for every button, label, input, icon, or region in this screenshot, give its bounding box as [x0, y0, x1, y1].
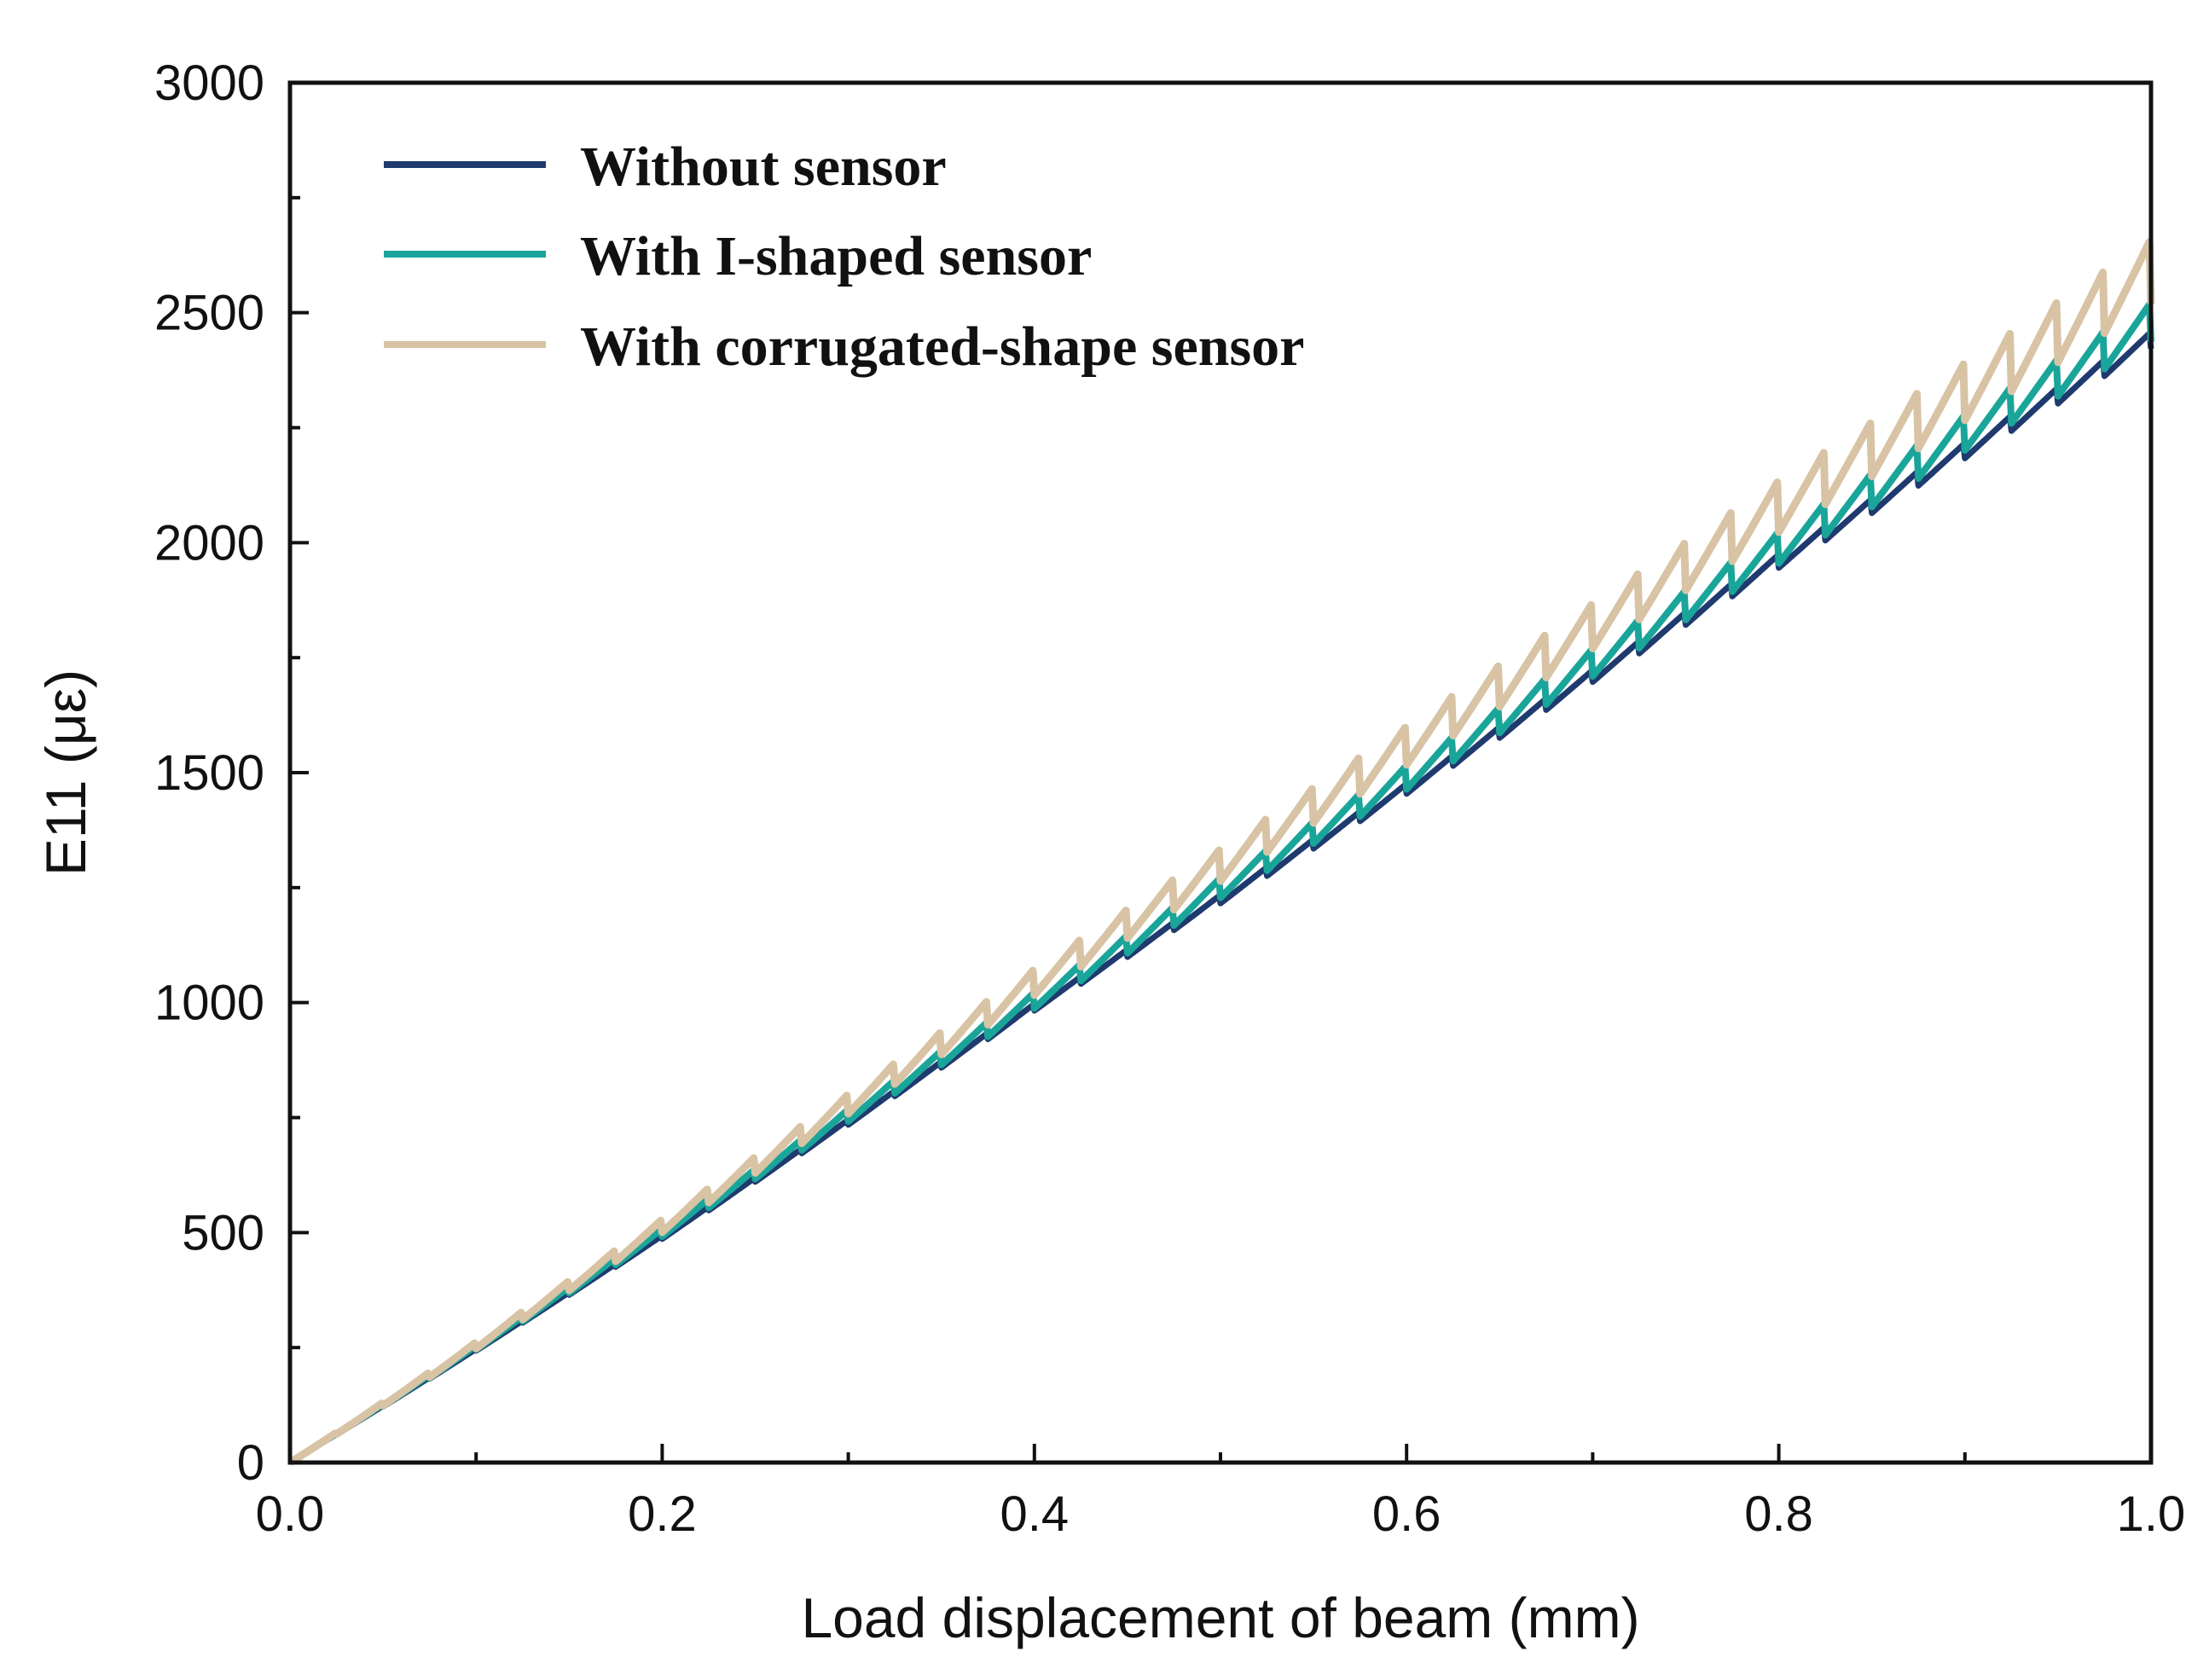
legend: Without sensor With I-shaped sensor With c… — [384, 136, 1304, 378]
legend-label-2: With I-shaped sensor — [580, 225, 1092, 287]
plot-background — [290, 83, 2151, 1463]
x-tick-label: 1.0 — [2117, 1486, 2186, 1542]
y-tick-label: 0 — [237, 1435, 264, 1491]
series-line-3 — [287, 237, 2155, 1466]
plot-area — [290, 83, 2151, 1463]
y-tick-label: 2500 — [154, 286, 264, 341]
y-axis-title: E11 (με) — [34, 669, 97, 876]
x-tick-label: 0.4 — [1000, 1486, 1069, 1542]
y-tick-label: 2000 — [154, 515, 264, 571]
series-layer — [287, 237, 2155, 1466]
x-tick-label: 0.6 — [1372, 1486, 1441, 1542]
series-line-2 — [287, 300, 2154, 1466]
x-axis-title: Load displacement of beam (mm) — [801, 1586, 1639, 1649]
legend-label-3: With corrugated-shape sensor — [580, 316, 1304, 378]
x-tick-label: 0.8 — [1744, 1486, 1813, 1542]
y-tick-label: 1000 — [154, 976, 264, 1031]
series-line-1 — [288, 330, 2154, 1466]
x-tick-label: 0.0 — [256, 1486, 325, 1542]
y-tick-label: 500 — [182, 1205, 264, 1260]
y-tick-label: 3000 — [154, 55, 264, 111]
x-tick-label: 0.2 — [628, 1486, 697, 1542]
axes-layer: 0.0 0.2 0.4 0.6 0.8 1.0 0 500 1000 1500 2000 2500 30… — [154, 55, 2185, 1542]
y-tick-label: 1500 — [154, 745, 264, 801]
legend-label-1: Without sensor — [580, 136, 947, 198]
